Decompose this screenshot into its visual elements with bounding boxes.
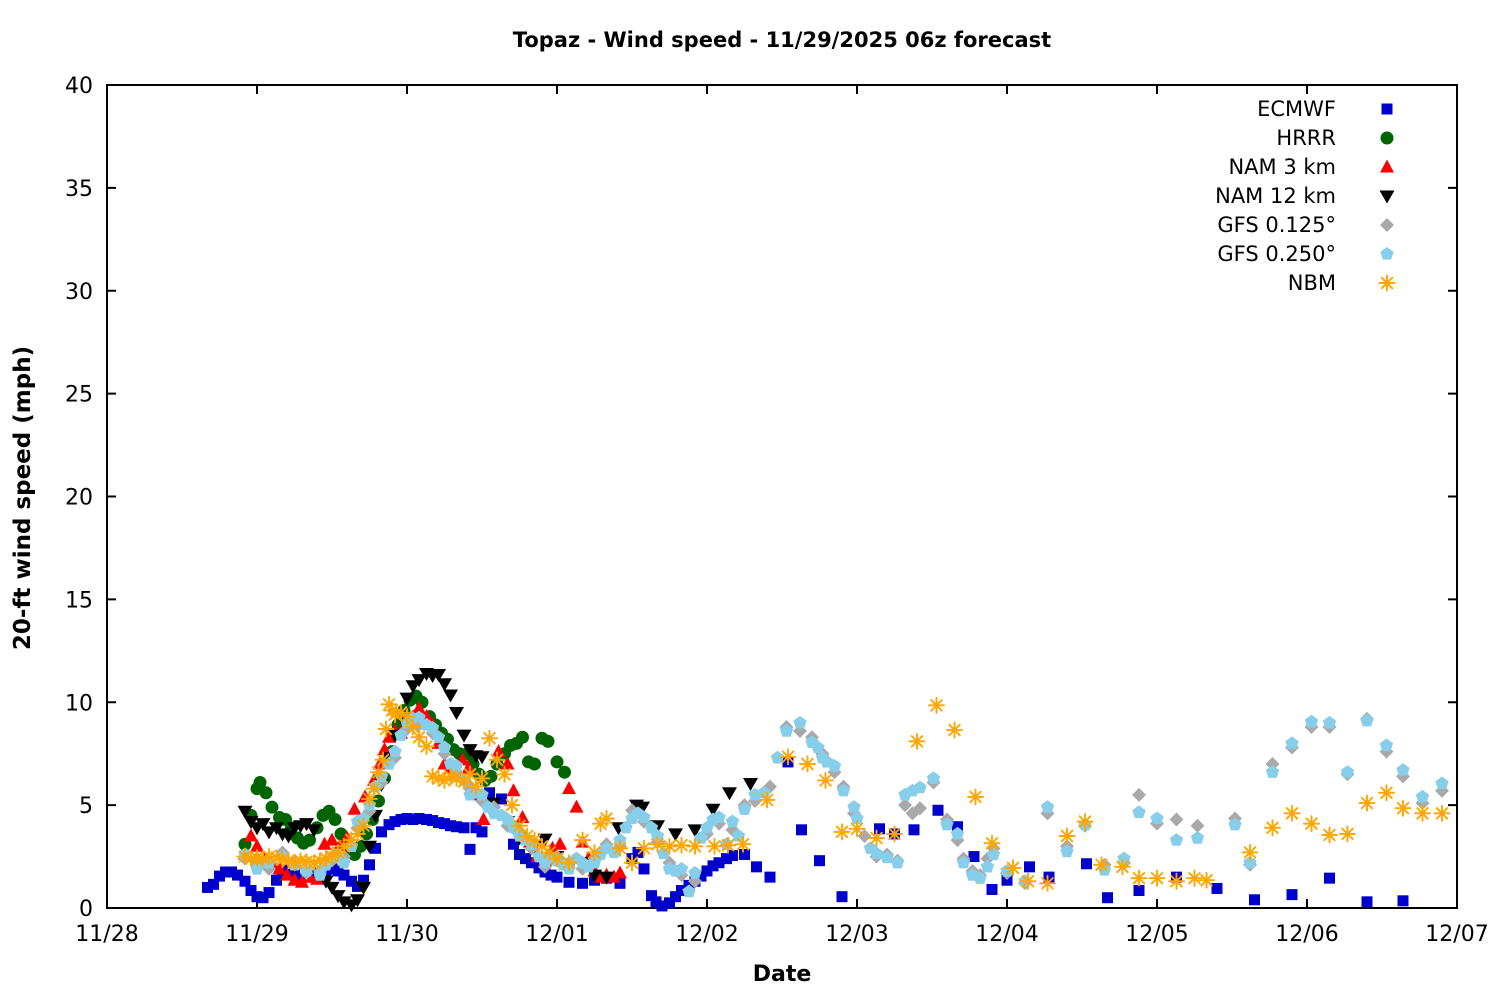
pentagon-marker-icon [1380,246,1394,260]
triangle-up-marker-icon [1380,159,1394,172]
circle-marker-icon [1380,131,1394,144]
legend-label: NAM 12 km [1215,183,1336,208]
legend: ECMWF HRRR NAM 3 km NAM 12 km GFS 0.125° GFS … [1080,94,1398,297]
x-tick-label: 12/03 [825,922,888,947]
x-tick-label: 12/02 [675,922,738,947]
legend-item-ecmwf: ECMWF [1080,94,1398,123]
series-nbm [236,695,1451,892]
legend-label: NBM [1287,270,1336,295]
x-tick-label: 12/07 [1425,922,1488,947]
diamond-marker-icon [1380,217,1394,232]
legend-item-nam-12-km: NAM 12 km [1080,181,1398,210]
y-tick-label: 25 [65,383,93,408]
legend-label: GFS 0.250° [1217,241,1336,266]
legend-label: ECMWF [1257,96,1336,121]
asterisk-marker-icon [1378,274,1396,291]
x-tick-label: 12/04 [975,922,1038,947]
y-tick-label: 15 [65,588,93,613]
triangle-down-marker-icon [1379,190,1395,203]
y-tick-label: 40 [65,74,93,99]
legend-label: HRRR [1276,125,1336,150]
legend-label: NAM 3 km [1228,154,1336,179]
legend-item-gfs-0-125-: GFS 0.125° [1080,210,1398,239]
legend-item-nbm: NBM [1080,268,1398,297]
square-marker-icon [1381,103,1393,114]
legend-item-nam-3-km: NAM 3 km [1080,152,1398,181]
y-axis-label: 20-ft wind speed (mph) [10,345,36,651]
y-tick-label: 30 [65,280,93,305]
x-tick-label: 11/29 [225,922,288,947]
x-tick-label: 12/06 [1275,922,1338,947]
x-tick-label: 11/30 [375,922,438,947]
chart-title: Topaz - Wind speed - 11/29/2025 06z fore… [512,28,1052,52]
x-tick-label: 12/01 [525,922,588,947]
x-tick-label: 11/28 [75,922,138,947]
y-tick-label: 5 [79,794,93,819]
axis-ticks [106,84,1458,909]
axis-tick-labels: 11/28 11/29 11/30 12/01 12/02 12/03 12/04 12/05… [65,74,1489,947]
legend-item-gfs-0-250-: GFS 0.250° [1080,239,1398,268]
y-tick-label: 20 [65,486,93,511]
x-tick-label: 12/05 [1125,922,1188,947]
y-tick-label: 10 [65,691,93,716]
y-tick-label: 35 [65,177,93,202]
legend-label: GFS 0.125° [1217,212,1336,237]
y-tick-label: 0 [79,897,93,922]
x-axis-label: Date [752,962,812,987]
legend-item-hrrr: HRRR [1080,123,1398,152]
